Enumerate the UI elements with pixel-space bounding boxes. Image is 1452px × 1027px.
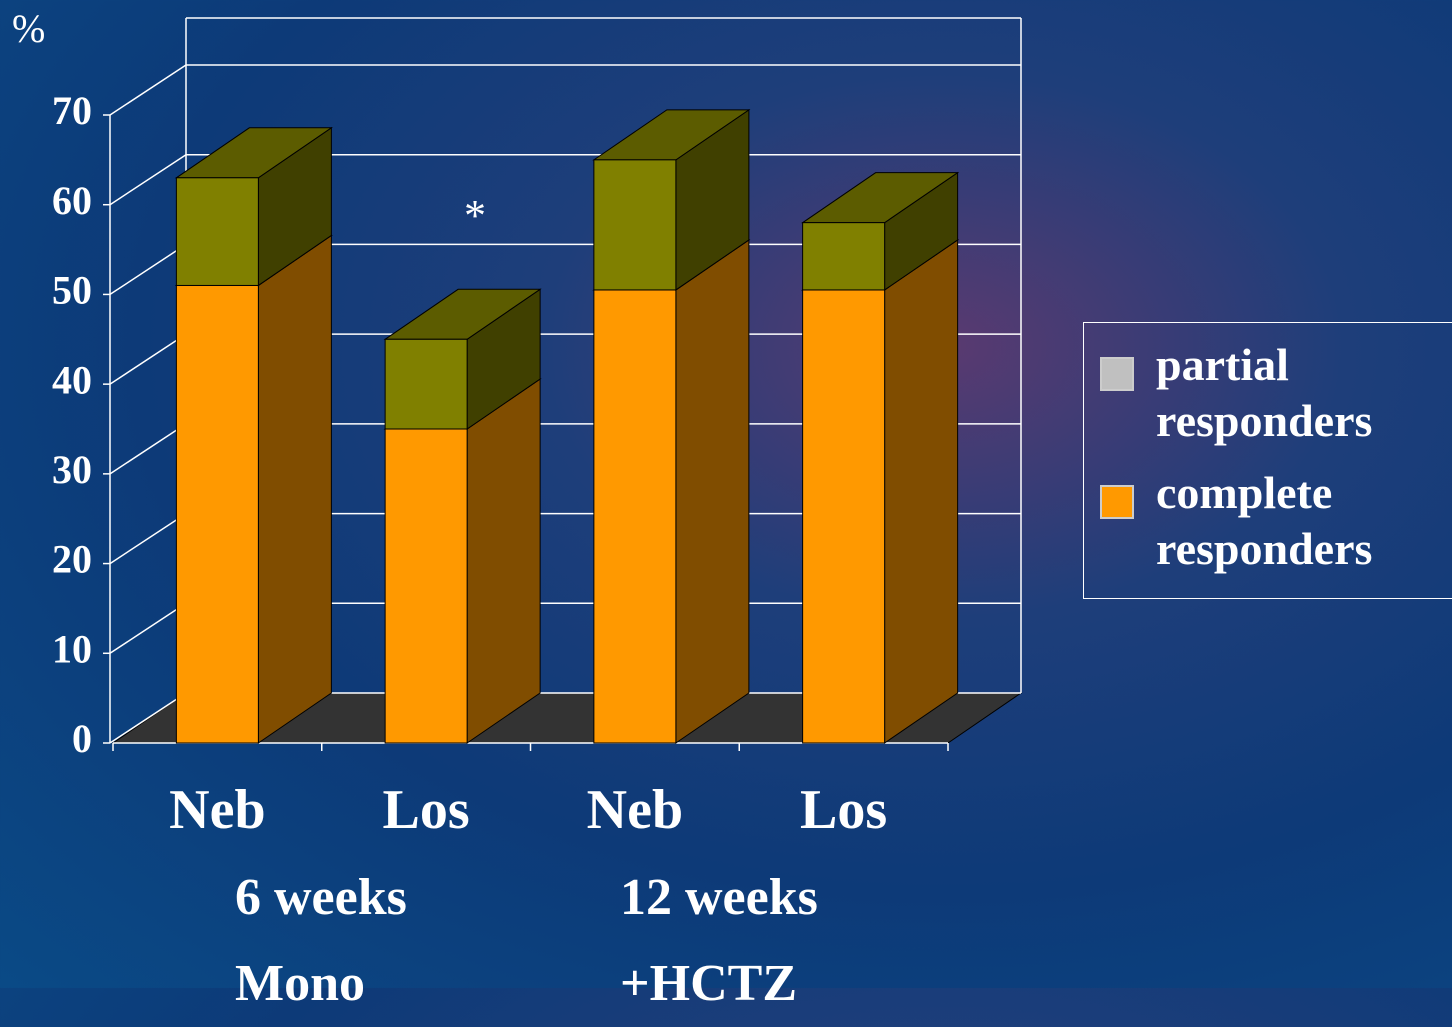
grid-line xyxy=(109,602,187,654)
bar-side xyxy=(466,378,541,744)
bar xyxy=(384,338,468,430)
legend-swatch xyxy=(1100,357,1134,391)
bar xyxy=(175,177,259,286)
grid-line xyxy=(109,692,187,744)
y-tick-label: 40 xyxy=(52,357,92,402)
chart: % * 0 10 20 30 40 50 60 70 Neb Los Neb Los xyxy=(12,6,1023,841)
y-tick-label: 50 xyxy=(52,268,92,313)
x-tick-label: Los xyxy=(383,779,470,841)
bar xyxy=(384,428,468,744)
bar xyxy=(802,289,886,744)
x-tick-label: Neb xyxy=(169,779,265,841)
legend-label: partial responders xyxy=(1156,339,1373,446)
legend-label: complete responders xyxy=(1156,467,1373,574)
grid-line xyxy=(109,154,187,206)
bar-side xyxy=(884,238,959,744)
group-label: 12 weeks +HCTZ xyxy=(620,869,818,1012)
grid-line xyxy=(109,243,187,296)
group-label: 6 weeks Mono xyxy=(235,869,407,1012)
y-tick-label: 70 xyxy=(52,88,92,133)
annotation: * xyxy=(464,191,486,240)
legend: partial responders complete responders xyxy=(1083,322,1452,599)
y-tick-label: 20 xyxy=(52,537,92,582)
y-tick-label: 60 xyxy=(52,178,92,223)
grid-line xyxy=(109,423,187,475)
y-tick-label: 10 xyxy=(52,626,92,671)
y-tick-label: 30 xyxy=(52,447,92,492)
y-axis-label: % xyxy=(12,6,45,51)
bar xyxy=(802,222,886,291)
bar xyxy=(593,289,677,744)
grid-line xyxy=(109,512,187,565)
grid-line xyxy=(109,64,187,116)
bar-side xyxy=(675,238,750,744)
y-tick-label: 0 xyxy=(72,716,92,761)
grid-line xyxy=(109,333,187,385)
bar xyxy=(593,159,677,291)
page: % * 0 10 20 30 40 50 60 70 Neb Los Neb Los partial … xyxy=(0,0,1452,988)
x-tick-label: Los xyxy=(800,779,887,841)
bar-side xyxy=(257,234,332,744)
legend-swatch xyxy=(1100,485,1134,519)
bar xyxy=(175,284,259,744)
x-tick-label: Neb xyxy=(587,779,683,841)
